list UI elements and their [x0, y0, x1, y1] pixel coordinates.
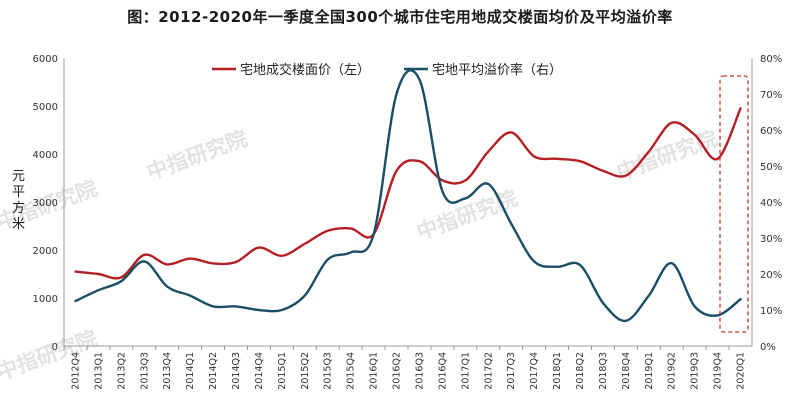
- y2-tick-label: 20%: [760, 270, 782, 281]
- x-tick-label: 2015Q1: [277, 352, 288, 390]
- y2-tick-label: 50%: [760, 162, 782, 173]
- x-tick-label: 2017Q4: [529, 352, 540, 390]
- x-tick-label: 2015Q2: [300, 352, 311, 390]
- x-ticks: 2012Q4 2013Q1 2013Q2 2013Q3 2013Q4 2014Q1 2014…: [63, 346, 747, 390]
- x-tick-label: 2014Q2: [208, 352, 219, 390]
- y-axis-label-char: 米: [12, 217, 25, 232]
- x-tick-label: 2020Q1: [736, 352, 747, 390]
- x-tick-label: 2016Q4: [437, 352, 448, 390]
- legend-label-premium: 宅地平均溢价率（右）: [432, 62, 562, 78]
- legend: 宅地成交楼面价（左） 宅地平均溢价率（右）: [212, 62, 562, 78]
- y-tick-label: 2000: [33, 246, 58, 257]
- x-tick-label: 2018Q4: [621, 352, 632, 390]
- y-tick-label: 6000: [33, 54, 58, 65]
- x-tick-label: 2012Q4: [70, 352, 81, 390]
- y2-tick-label: 0%: [760, 342, 776, 353]
- watermark: 中指研究院: [0, 326, 100, 384]
- x-tick-label: 2019Q4: [713, 352, 724, 390]
- chart-title: 图：2012-2020年一季度全国300个城市住宅用地成交楼面均价及平均溢价率: [127, 8, 673, 26]
- watermark: 中指研究院: [414, 186, 521, 244]
- y-axis-label-char: 元: [12, 169, 25, 184]
- x-tick-label: 2017Q3: [506, 352, 517, 390]
- x-tick-label: 2016Q2: [392, 352, 403, 390]
- x-tick-label: 2019Q2: [667, 352, 678, 390]
- right-y-ticks: 0% 10% 20% 30% 40% 50% 60% 70% 80%: [760, 54, 782, 353]
- y2-tick-label: 70%: [760, 90, 782, 101]
- y-tick-label: 0: [52, 342, 58, 353]
- x-tick-label: 2015Q3: [323, 352, 334, 390]
- x-tick-label: 2019Q1: [644, 352, 655, 390]
- x-tick-label: 2016Q1: [369, 352, 380, 390]
- y-tick-label: 5000: [33, 102, 58, 113]
- x-tick-label: 2016Q3: [414, 352, 425, 390]
- y-axis-label: 元 平 方 米: [12, 169, 25, 232]
- x-tick-label: 2017Q2: [483, 352, 494, 390]
- y-axis-label-char: 平: [12, 185, 25, 200]
- legend-label-price: 宅地成交楼面价（左）: [240, 62, 370, 78]
- highlight-box-2020q1: [719, 75, 749, 333]
- x-tick-label: 2018Q2: [575, 352, 586, 390]
- y-tick-label: 1000: [33, 294, 58, 305]
- watermark: 中指研究院: [144, 126, 251, 184]
- x-tick-label: 2019Q3: [690, 352, 701, 390]
- y-tick-label: 4000: [33, 150, 58, 161]
- watermark: 中指研究院: [614, 126, 721, 184]
- price-series-line: [74, 107, 742, 280]
- left-y-ticks: 0 1000 2000 3000 4000 5000 6000: [33, 54, 58, 353]
- y2-tick-label: 40%: [760, 198, 782, 209]
- y2-tick-label: 80%: [760, 54, 782, 65]
- x-tick-label: 2018Q1: [552, 352, 563, 390]
- y2-tick-label: 10%: [760, 306, 782, 317]
- x-tick-label: 2013Q4: [162, 352, 173, 390]
- y2-tick-label: 60%: [760, 126, 782, 137]
- x-tick-label: 2013Q2: [116, 352, 127, 390]
- x-tick-label: 2014Q4: [254, 352, 265, 390]
- y-axis-label-char: 方: [12, 200, 25, 216]
- x-tick-label: 2018Q3: [598, 352, 609, 390]
- x-tick-label: 2014Q3: [231, 352, 242, 390]
- y2-tick-label: 30%: [760, 234, 782, 245]
- x-tick-label: 2017Q1: [460, 352, 471, 390]
- x-tick-label: 2013Q1: [93, 352, 104, 390]
- x-tick-label: 2014Q1: [185, 352, 196, 390]
- x-tick-label: 2015Q4: [346, 352, 357, 390]
- y-tick-label: 3000: [33, 198, 58, 209]
- premium-series-line: [74, 69, 742, 323]
- x-tick-label: 2013Q3: [139, 352, 150, 390]
